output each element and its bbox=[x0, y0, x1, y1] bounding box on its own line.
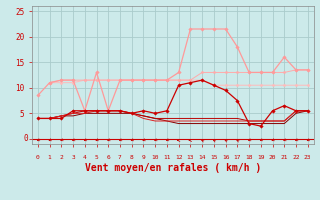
Text: 0: 0 bbox=[24, 134, 28, 143]
X-axis label: Vent moyen/en rafales ( km/h ): Vent moyen/en rafales ( km/h ) bbox=[85, 163, 261, 173]
